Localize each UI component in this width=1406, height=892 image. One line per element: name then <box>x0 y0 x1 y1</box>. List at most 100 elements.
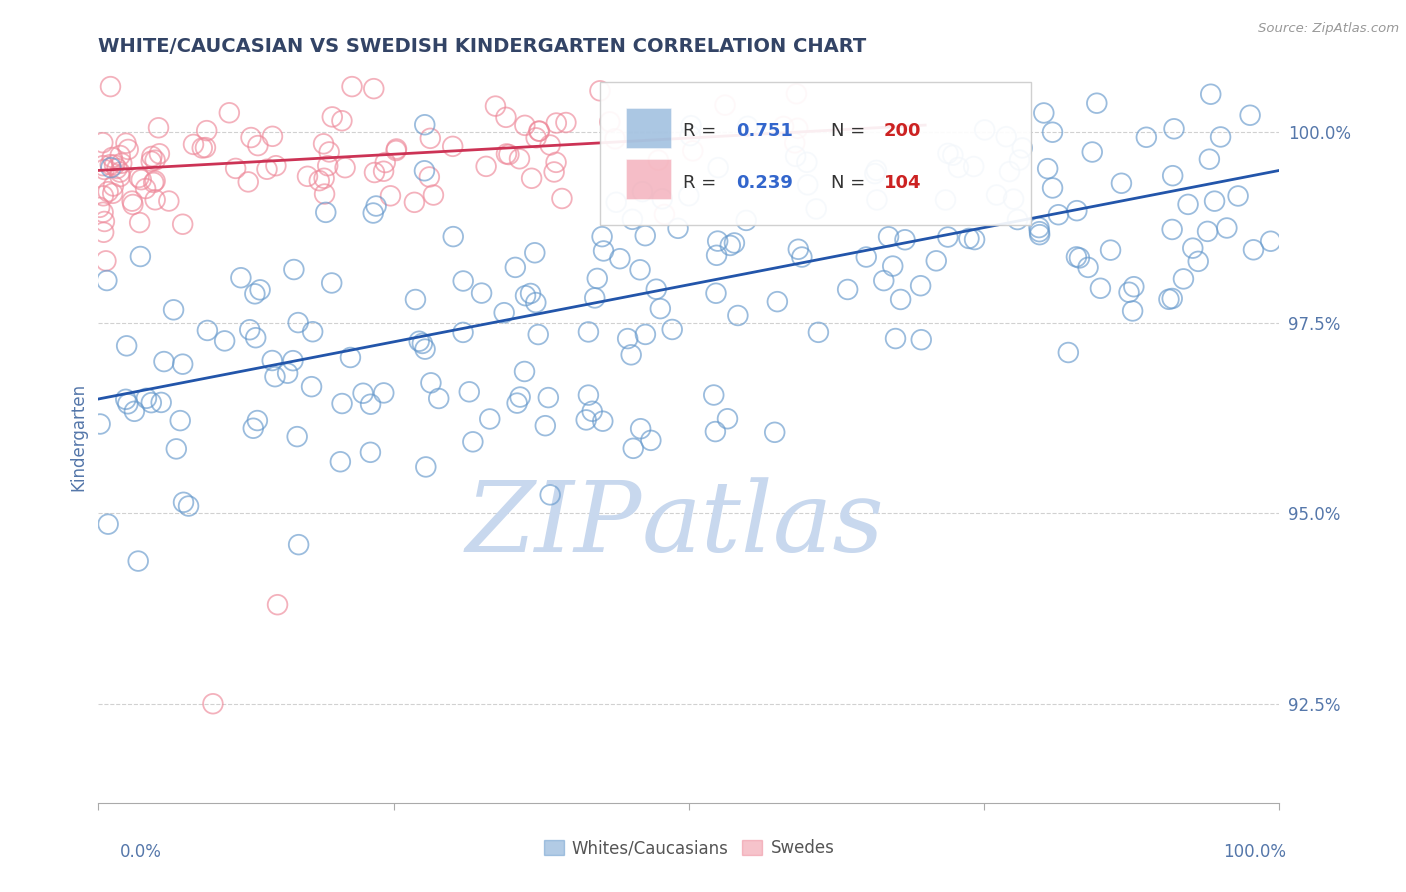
Point <box>616 332 638 346</box>
Point <box>1042 181 1064 195</box>
Point <box>1177 197 1199 211</box>
Point <box>197 323 219 337</box>
Point <box>173 495 195 509</box>
Point <box>105 161 128 176</box>
Point <box>986 188 1008 202</box>
Point <box>529 124 551 138</box>
Point <box>380 189 402 203</box>
Point <box>312 136 335 151</box>
Point <box>772 120 794 134</box>
Point <box>785 87 807 101</box>
Point <box>148 146 170 161</box>
Point <box>225 161 247 176</box>
Point <box>89 200 111 214</box>
Point <box>256 162 278 177</box>
Point <box>127 554 149 568</box>
Point <box>427 392 450 406</box>
Point <box>329 455 352 469</box>
Point <box>478 412 501 426</box>
Point <box>115 136 138 151</box>
Point <box>704 425 727 439</box>
Point <box>520 171 543 186</box>
Text: 0.0%: 0.0% <box>120 843 162 861</box>
Point <box>101 151 124 165</box>
Point <box>524 131 547 145</box>
Point <box>238 175 260 189</box>
Point <box>681 119 703 133</box>
Point <box>98 158 121 172</box>
Point <box>153 354 176 368</box>
Point <box>508 152 530 166</box>
Point <box>707 161 730 175</box>
Point <box>195 123 218 137</box>
Point <box>934 193 956 207</box>
Point <box>177 499 200 513</box>
Point <box>704 286 727 301</box>
Point <box>103 158 125 172</box>
Point <box>682 144 704 158</box>
Point <box>865 163 887 178</box>
Point <box>143 193 166 207</box>
Point <box>634 327 657 342</box>
Point <box>277 366 299 380</box>
Point <box>592 414 614 428</box>
Point <box>352 386 374 401</box>
Point <box>973 123 995 137</box>
Point <box>141 149 163 163</box>
Point <box>837 283 859 297</box>
Point <box>910 333 932 347</box>
Point <box>413 163 436 178</box>
Point <box>96 273 118 287</box>
Point <box>243 286 266 301</box>
Point <box>538 488 561 502</box>
Point <box>451 274 474 288</box>
Point <box>1187 254 1209 268</box>
Point <box>1163 121 1185 136</box>
Point <box>115 339 138 353</box>
Point <box>262 353 284 368</box>
Point <box>586 271 609 285</box>
Point <box>1198 152 1220 166</box>
Point <box>1057 345 1080 359</box>
Point <box>1122 279 1144 293</box>
Point <box>524 295 547 310</box>
Point <box>634 228 657 243</box>
Point <box>471 286 494 301</box>
Point <box>214 334 236 348</box>
Point <box>129 250 152 264</box>
Point <box>330 113 353 128</box>
Point <box>605 195 627 210</box>
Point <box>544 155 567 169</box>
Point <box>1002 192 1025 206</box>
Point <box>957 231 980 245</box>
Point <box>285 429 308 443</box>
Point <box>807 326 830 340</box>
Point <box>141 154 163 169</box>
Point <box>321 276 343 290</box>
Point <box>1042 125 1064 139</box>
Point <box>229 270 252 285</box>
Point <box>363 81 385 95</box>
Point <box>148 120 170 135</box>
Point <box>242 421 264 435</box>
Text: WHITE/CAUCASIAN VS SWEDISH KINDERGARTEN CORRELATION CHART: WHITE/CAUCASIAN VS SWEDISH KINDERGARTEN … <box>98 37 866 56</box>
Point <box>128 216 150 230</box>
Point <box>201 697 224 711</box>
Point <box>308 174 330 188</box>
Point <box>513 119 536 133</box>
Point <box>1161 222 1184 236</box>
Point <box>546 116 568 130</box>
Point <box>645 282 668 296</box>
Point <box>183 137 205 152</box>
Point <box>142 176 165 190</box>
Point <box>890 293 912 307</box>
Point <box>787 242 810 256</box>
Point <box>314 171 336 186</box>
Point <box>894 233 917 247</box>
Point <box>855 250 877 264</box>
Point <box>141 395 163 409</box>
Point <box>111 156 134 170</box>
Point <box>91 136 114 150</box>
Bar <box>626 159 671 199</box>
Point <box>143 153 166 168</box>
